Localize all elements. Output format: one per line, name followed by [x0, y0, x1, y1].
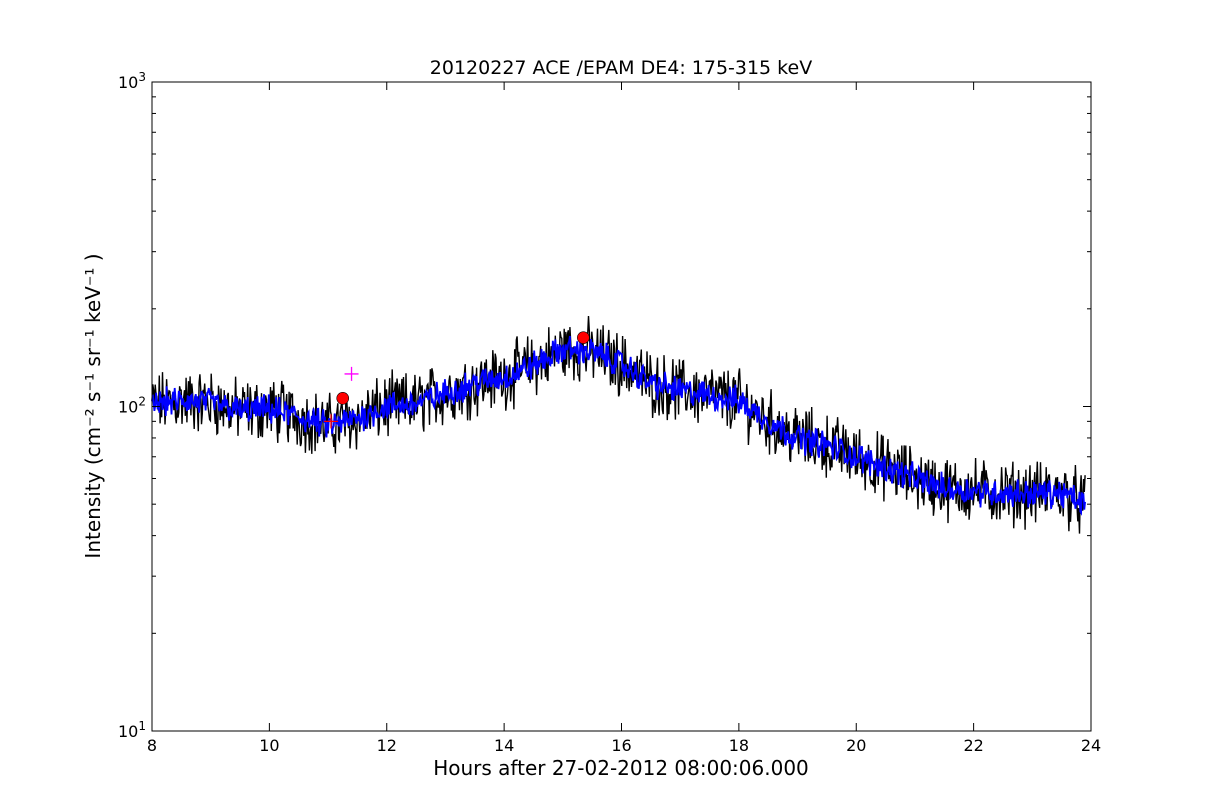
- marker-circle-1: [577, 331, 590, 344]
- x-tick-label: 22: [963, 736, 983, 755]
- x-tick-label: 14: [494, 736, 514, 755]
- x-tick-label: 8: [147, 736, 157, 755]
- tick-layer: 8 10 12 14 16 18 20 22 24 101 102 103: [118, 70, 1101, 755]
- marker-layer: [323, 331, 590, 429]
- y-tick-label: 103: [118, 70, 146, 92]
- chart-title: 20120227 ACE /EPAM DE4: 175-315 keV: [430, 57, 812, 79]
- x-axis-label: Hours after 27-02-2012 08:00:06.000: [433, 756, 809, 780]
- y-tick-label: 102: [118, 395, 146, 417]
- x-tick-label: 20: [846, 736, 866, 755]
- x-tick-label: 10: [259, 736, 279, 755]
- marker-plus-4: [323, 414, 338, 429]
- series-line-2: [151, 335, 1086, 516]
- x-tick-label: 12: [377, 736, 397, 755]
- y-tick-label: 101: [118, 719, 146, 741]
- marker-circle-2: [336, 391, 350, 405]
- x-tick-label: 18: [729, 736, 749, 755]
- y-axis-label: Intensity (cm⁻² s⁻¹ sr⁻¹ keV⁻¹ ): [81, 253, 105, 558]
- series-line-1: [151, 315, 1086, 534]
- marker-plus-3: [344, 366, 359, 381]
- series-layer: [151, 315, 1086, 534]
- x-tick-label: 16: [611, 736, 631, 755]
- x-tick-label: 24: [1081, 736, 1101, 755]
